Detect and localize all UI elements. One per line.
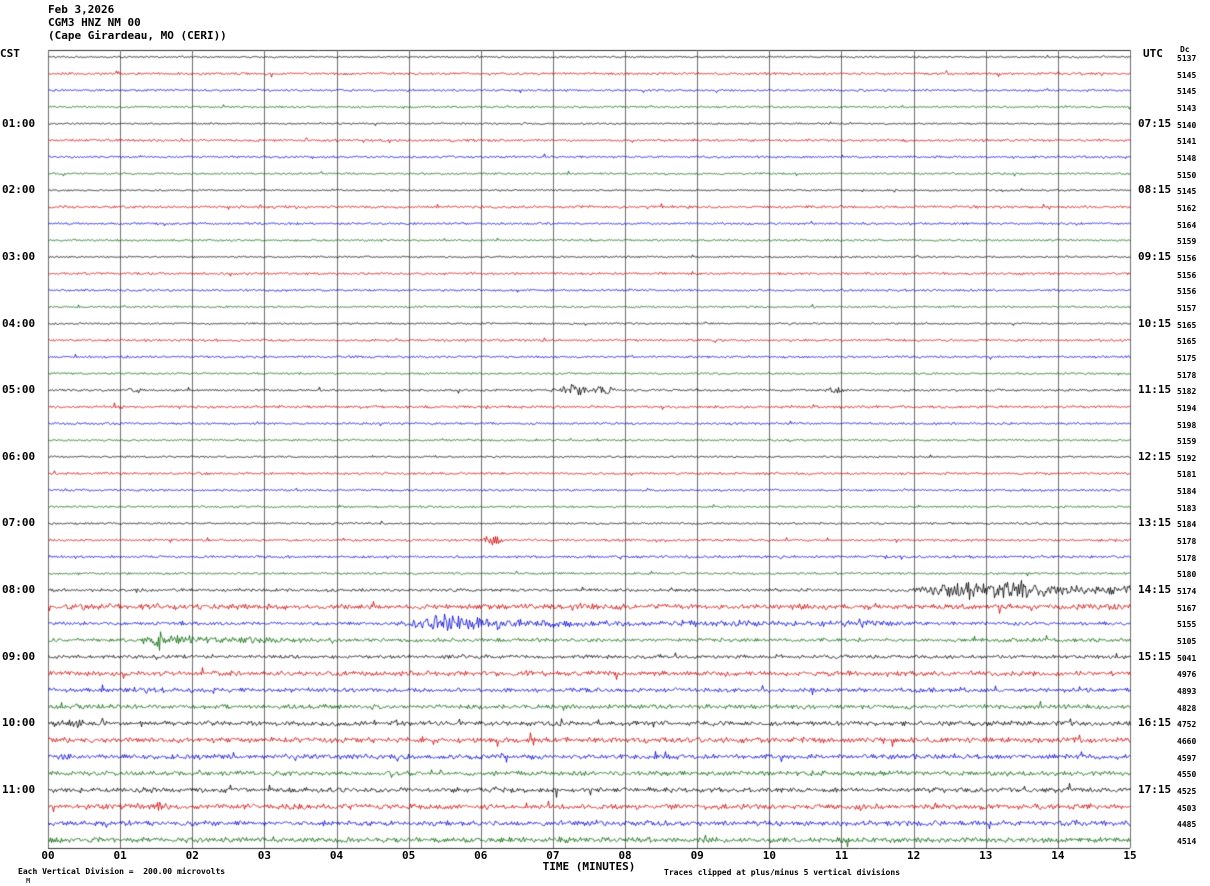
dc-value: 4514 bbox=[1177, 837, 1197, 846]
utc-hour-label: 16:15 bbox=[1138, 716, 1172, 730]
dc-value: 4485 bbox=[1177, 820, 1197, 830]
scale-note: Each Vertical Division = 200.00 microvol… bbox=[18, 867, 226, 876]
dc-value: 5183 bbox=[1177, 503, 1197, 513]
utc-hour-label: 07:15 bbox=[1138, 116, 1172, 130]
dc-value: 5155 bbox=[1177, 620, 1197, 630]
utc-hour-label: 11:15 bbox=[1138, 383, 1172, 397]
minute-tick-label: 13 bbox=[979, 849, 993, 862]
dc-value: 5145 bbox=[1177, 70, 1197, 80]
utc-hour-label: 15:15 bbox=[1138, 649, 1172, 663]
cst-hour-label: 05:00 bbox=[2, 383, 36, 397]
cst-hour-label: 06:00 bbox=[2, 449, 36, 463]
dc-value: 4893 bbox=[1177, 687, 1197, 697]
x-axis-title: TIME (MINUTES) bbox=[542, 860, 636, 873]
minute-tick-label: 08 bbox=[618, 849, 632, 862]
minute-tick-label: 06 bbox=[474, 849, 488, 862]
minute-tick-label: 03 bbox=[257, 849, 272, 862]
dc-value: 5137 bbox=[1177, 54, 1197, 63]
minute-tick-label: 09 bbox=[690, 849, 704, 862]
dc-value: 4976 bbox=[1177, 670, 1197, 680]
dc-value: 4597 bbox=[1177, 753, 1197, 763]
utc-hour-label: 09:15 bbox=[1138, 249, 1172, 263]
utc-hour-label: 13:15 bbox=[1138, 516, 1172, 530]
dc-value: 4660 bbox=[1177, 737, 1197, 747]
cst-hour-label: 10:00 bbox=[2, 716, 36, 730]
dc-header: Dc bbox=[1180, 45, 1190, 54]
dc-value: 5165 bbox=[1177, 320, 1197, 330]
dc-value: 5164 bbox=[1177, 220, 1197, 230]
cst-hour-label: 08:00 bbox=[2, 583, 36, 597]
dc-value: 5181 bbox=[1177, 470, 1197, 480]
dc-value: 5159 bbox=[1177, 237, 1197, 247]
dc-value: 5174 bbox=[1177, 587, 1197, 597]
cst-hour-label: 02:00 bbox=[2, 183, 36, 197]
dc-value: 5178 bbox=[1177, 537, 1197, 547]
cst-hour-label: 03:00 bbox=[2, 249, 36, 263]
cst-hour-label: 09:00 bbox=[2, 649, 36, 663]
minute-tick-label: 12 bbox=[906, 849, 921, 862]
utc-hour-label: 12:15 bbox=[1138, 449, 1172, 463]
dc-value: 4752 bbox=[1177, 720, 1197, 730]
dc-value: 5159 bbox=[1177, 437, 1197, 447]
dc-value: 5150 bbox=[1177, 170, 1197, 180]
dc-value: 5148 bbox=[1177, 153, 1197, 163]
utc-hour-label: 14:15 bbox=[1138, 583, 1172, 597]
minute-tick-label: 10 bbox=[762, 849, 776, 862]
dc-value: 5198 bbox=[1177, 420, 1197, 430]
dc-value: 5184 bbox=[1177, 487, 1197, 497]
cst-hour-label: 11:00 bbox=[2, 783, 36, 797]
minute-tick-label: 07 bbox=[546, 849, 560, 862]
dc-value: 4503 bbox=[1177, 803, 1197, 813]
minute-tick-label: 04 bbox=[329, 849, 344, 862]
dc-value: 5140 bbox=[1177, 120, 1197, 130]
location-label: (Cape Girardeau, MO (CERI)) bbox=[48, 29, 227, 42]
minute-tick-label: 15 bbox=[1123, 849, 1137, 862]
minute-tick-label: 00 bbox=[41, 849, 55, 862]
dc-value: 5105 bbox=[1177, 637, 1197, 647]
date-label: Feb 3,2026 bbox=[48, 3, 115, 16]
utc-hour-label: 10:15 bbox=[1138, 316, 1172, 330]
dc-value: 5156 bbox=[1177, 270, 1197, 280]
dc-value: 4525 bbox=[1177, 787, 1197, 797]
dc-value: 5182 bbox=[1177, 387, 1197, 397]
dc-value: 5156 bbox=[1177, 253, 1197, 263]
cst-hour-label: 01:00 bbox=[2, 116, 36, 130]
dc-value: 5180 bbox=[1177, 570, 1197, 580]
dc-value: 5157 bbox=[1177, 303, 1197, 313]
watermark: M bbox=[26, 877, 31, 885]
dc-value: 5175 bbox=[1177, 353, 1197, 363]
utc-hour-label: 17:15 bbox=[1138, 783, 1172, 797]
dc-value: 5143 bbox=[1177, 103, 1197, 113]
dc-value: 5192 bbox=[1177, 453, 1197, 463]
dc-value: 5041 bbox=[1177, 653, 1197, 663]
utc-hour-label: 08:15 bbox=[1138, 183, 1172, 197]
right-timezone-label: UTC bbox=[1143, 47, 1163, 60]
dc-value: 5194 bbox=[1177, 403, 1197, 413]
minute-tick-label: 11 bbox=[834, 849, 849, 862]
dc-value: 5145 bbox=[1177, 87, 1197, 97]
station-label: CGM3 HNZ NM 00 bbox=[48, 16, 141, 29]
dc-value: 5167 bbox=[1177, 603, 1197, 613]
left-timezone-label: CST bbox=[0, 47, 20, 60]
minute-tick-label: 14 bbox=[1051, 849, 1065, 862]
dc-value: 5165 bbox=[1177, 337, 1197, 347]
dc-value: 5178 bbox=[1177, 370, 1197, 380]
dc-value: 5184 bbox=[1177, 520, 1197, 530]
dc-value: 5156 bbox=[1177, 287, 1197, 297]
minute-tick-label: 05 bbox=[402, 849, 416, 862]
dc-value: 5141 bbox=[1177, 137, 1197, 147]
clip-note: Traces clipped at plus/minus 5 vertical … bbox=[664, 868, 901, 877]
dc-value: 4828 bbox=[1177, 703, 1197, 713]
cst-hour-label: 04:00 bbox=[2, 316, 36, 330]
minute-tick-label: 02 bbox=[185, 849, 199, 862]
dc-value: 5162 bbox=[1177, 203, 1197, 213]
dc-value: 4550 bbox=[1177, 770, 1197, 780]
minute-tick-label: 01 bbox=[113, 849, 127, 862]
dc-value: 5178 bbox=[1177, 553, 1197, 563]
dc-value: 5145 bbox=[1177, 187, 1197, 197]
cst-hour-label: 07:00 bbox=[2, 516, 36, 530]
